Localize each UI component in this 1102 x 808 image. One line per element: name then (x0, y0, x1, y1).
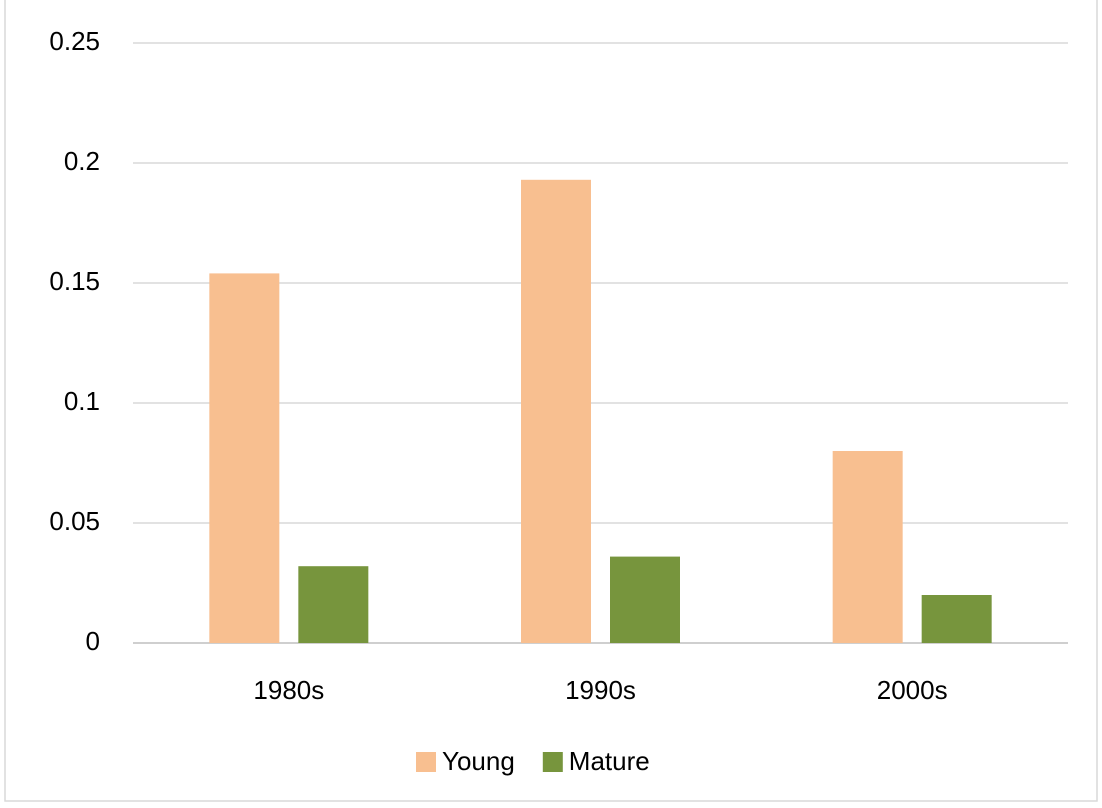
bar (921, 595, 992, 643)
bar (610, 556, 680, 643)
bar (832, 451, 903, 643)
bar (209, 273, 280, 643)
y-tick-label: 0.1 (64, 386, 100, 416)
x-tick-label: 1990s (565, 675, 636, 705)
x-tick-label: 2000s (877, 675, 948, 705)
legend-swatch (416, 752, 436, 772)
y-tick-label: 0.2 (64, 146, 100, 176)
bar (298, 566, 369, 643)
y-tick-label: 0.25 (49, 26, 100, 56)
x-tick-label: 1980s (253, 675, 324, 705)
legend-label: Young (442, 746, 515, 776)
legend-swatch (542, 752, 563, 772)
y-tick-label: 0.05 (49, 506, 100, 536)
y-tick-label: 0 (86, 626, 100, 656)
legend-label: Mature (569, 746, 650, 776)
y-tick-label: 0.15 (49, 266, 100, 296)
bar (521, 179, 591, 644)
